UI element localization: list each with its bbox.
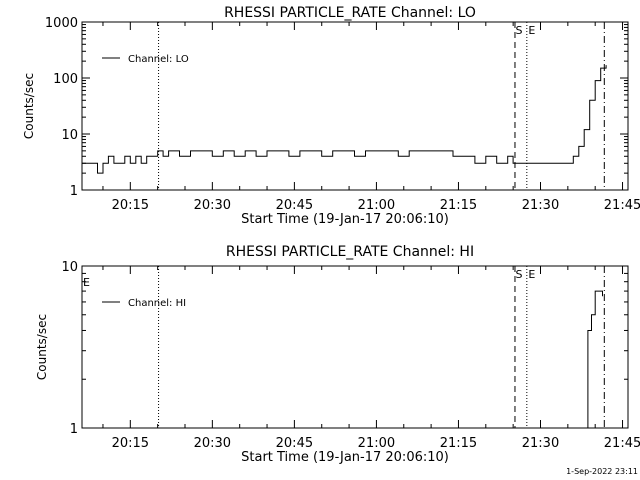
y-tick-label: 100 bbox=[53, 72, 78, 87]
x-tick-label: 21:00 bbox=[358, 198, 395, 213]
x-tick-label: 20:45 bbox=[276, 198, 313, 213]
x-tick-label: 20:15 bbox=[112, 198, 149, 213]
y-tick-label: 1 bbox=[70, 422, 78, 437]
y-axis-label: Counts/sec bbox=[35, 314, 49, 380]
x-tick-label: 21:30 bbox=[522, 198, 559, 213]
x-tick-label: 21:45 bbox=[604, 198, 640, 213]
x-tick-label: 20:30 bbox=[194, 436, 231, 451]
series-line bbox=[82, 65, 607, 174]
footer-timestamp: 1-Sep-2022 23:11 bbox=[566, 467, 638, 476]
x-tick-label: 20:45 bbox=[276, 436, 313, 451]
legend-entry: Channel: LO bbox=[128, 54, 189, 65]
marker-label: E bbox=[83, 276, 90, 289]
legend-entry: Channel: HI bbox=[128, 298, 186, 309]
chart-title: RHESSI PARTICLE_RATE Channel: HI bbox=[226, 244, 474, 260]
marker-label: E bbox=[528, 268, 535, 281]
chart-panel-hi: RHESSI PARTICLE_RATE Channel: HI Start Ti… bbox=[35, 244, 640, 465]
y-tick-label: 10 bbox=[61, 128, 78, 143]
x-axis-label: Start Time (19-Jan-17 20:06:10) bbox=[241, 212, 449, 227]
series-line bbox=[584, 290, 603, 429]
marker-label: S bbox=[515, 24, 522, 37]
x-tick-label: 21:45 bbox=[604, 436, 640, 451]
y-tick-label: 1000 bbox=[45, 16, 78, 31]
y-axis-label: Counts/sec bbox=[22, 73, 36, 139]
plot-frame bbox=[81, 265, 629, 429]
marker-label: E bbox=[528, 24, 535, 37]
chart-title: RHESSI PARTICLE_RATE Channel: LO bbox=[224, 5, 476, 21]
x-tick-label: 20:15 bbox=[112, 436, 149, 451]
x-tick-label: 20:30 bbox=[194, 198, 231, 213]
y-tick-label: 10 bbox=[61, 260, 78, 275]
y-tick-label: 1 bbox=[70, 184, 78, 199]
plot-frame bbox=[81, 21, 629, 191]
x-tick-label: 21:30 bbox=[522, 436, 559, 451]
marker-label: S bbox=[515, 268, 522, 281]
x-tick-label: 21:15 bbox=[440, 436, 477, 451]
x-tick-label: 21:00 bbox=[358, 436, 395, 451]
x-tick-label: 21:15 bbox=[440, 198, 477, 213]
chart-panel-lo: RHESSI PARTICLE_RATE Channel: LO Start Ti… bbox=[22, 5, 640, 227]
x-axis-label: Start Time (19-Jan-17 20:06:10) bbox=[241, 450, 449, 465]
